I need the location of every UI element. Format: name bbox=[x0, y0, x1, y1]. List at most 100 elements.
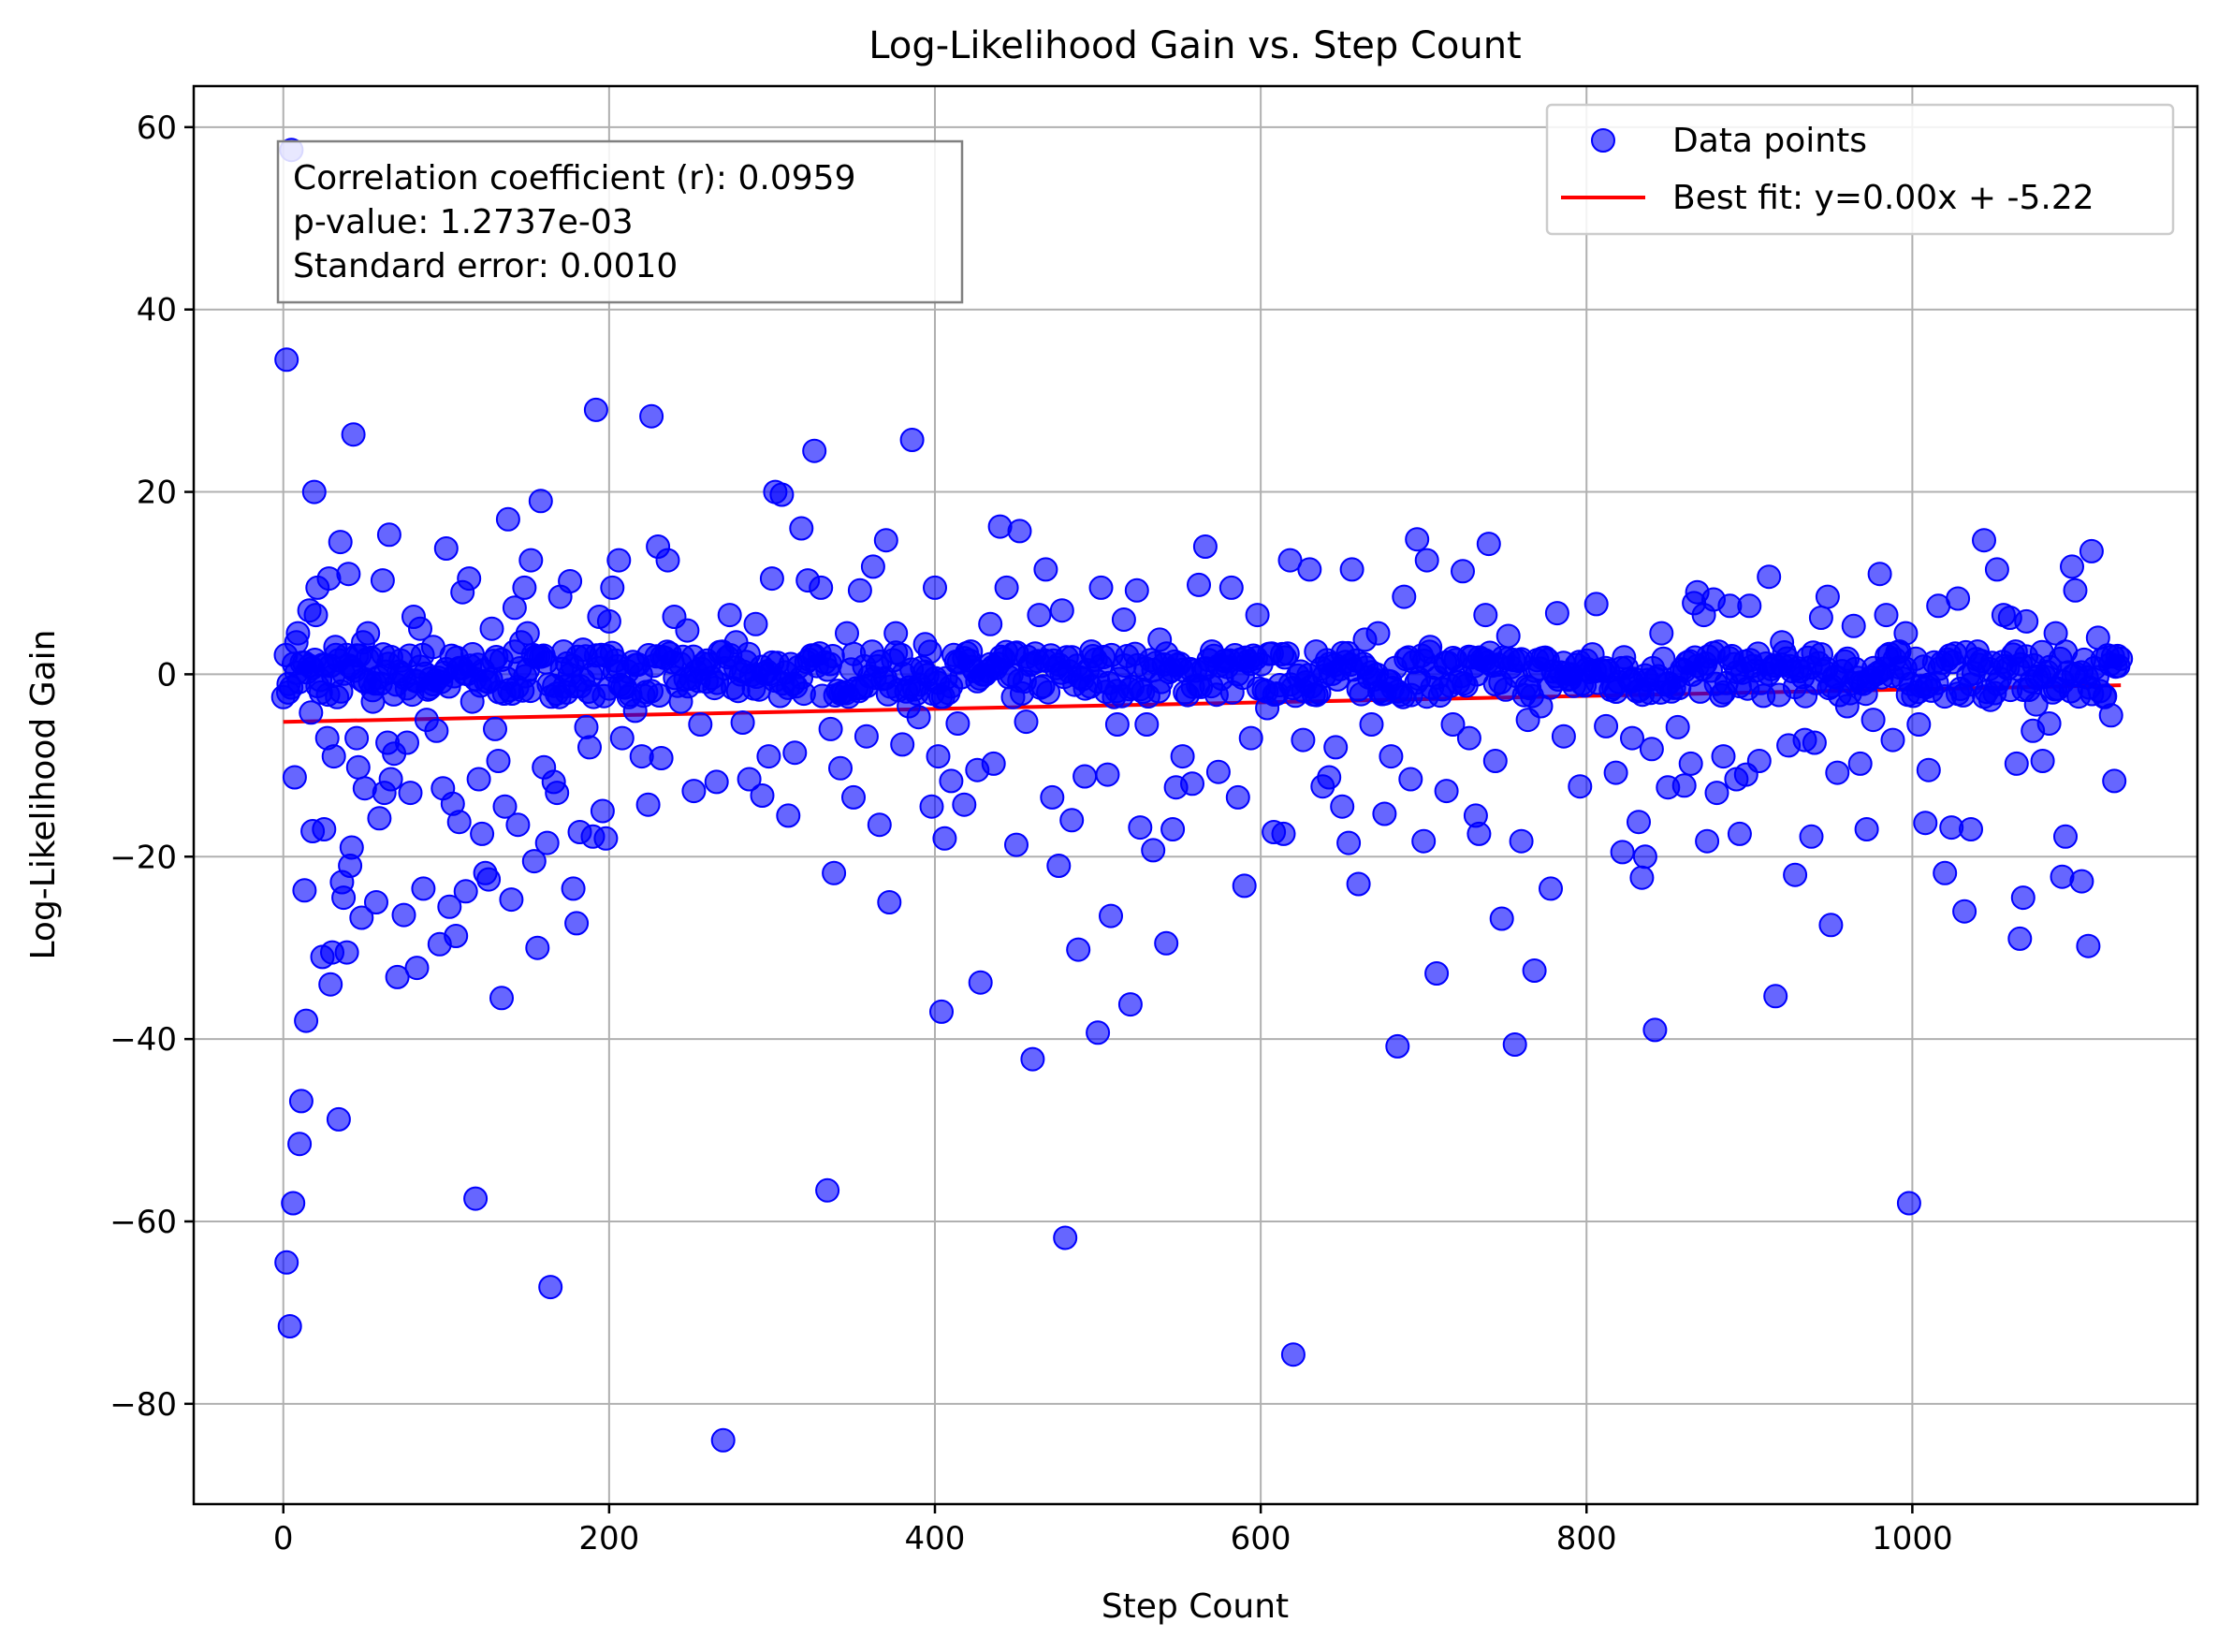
data-point bbox=[635, 792, 661, 817]
data-point bbox=[1522, 958, 1547, 983]
y-tick-label: 60 bbox=[137, 110, 177, 147]
data-point bbox=[1847, 751, 1873, 776]
data-point bbox=[398, 781, 423, 806]
data-point bbox=[1434, 779, 1459, 804]
data-point bbox=[1746, 749, 1772, 773]
data-point bbox=[815, 1177, 840, 1203]
data-point bbox=[1711, 744, 1736, 769]
data-point bbox=[1632, 844, 1657, 870]
data-point bbox=[1610, 840, 1635, 865]
data-point bbox=[1033, 557, 1058, 582]
data-point bbox=[968, 970, 993, 995]
data-point bbox=[822, 860, 847, 885]
data-point bbox=[818, 716, 843, 741]
axis-ticks: 0 200 400 600 800 1000 −80 −60 −40 −20 0 20 40 60 bbox=[109, 110, 1952, 1557]
data-point bbox=[408, 616, 432, 641]
data-point bbox=[1509, 828, 1534, 854]
data-point bbox=[1040, 784, 1065, 810]
data-point bbox=[424, 718, 449, 743]
data-point bbox=[1414, 548, 1439, 573]
data-point bbox=[1187, 572, 1211, 597]
data-point bbox=[1218, 575, 1244, 600]
data-point bbox=[1671, 773, 1697, 798]
data-point bbox=[561, 876, 586, 901]
data-point bbox=[1867, 562, 1892, 587]
data-point bbox=[356, 621, 381, 646]
data-point bbox=[1398, 767, 1423, 792]
data-point bbox=[609, 725, 635, 751]
data-point bbox=[512, 575, 537, 600]
data-point bbox=[1059, 808, 1085, 833]
data-point bbox=[2014, 608, 2039, 634]
data-point bbox=[1323, 735, 1349, 760]
chart-title: Log-Likelihood Gain vs. Step Count bbox=[868, 24, 1521, 67]
data-point bbox=[737, 767, 762, 792]
data-point bbox=[294, 1008, 319, 1033]
data-point bbox=[2030, 749, 2055, 773]
data-point bbox=[1815, 584, 1840, 609]
data-point bbox=[1232, 873, 1257, 899]
data-point bbox=[1874, 603, 1899, 628]
data-point bbox=[1411, 828, 1437, 854]
y-tick-label: 40 bbox=[137, 292, 177, 329]
data-point bbox=[593, 826, 619, 851]
data-point bbox=[282, 765, 307, 790]
x-tick-label: 0 bbox=[273, 1520, 294, 1557]
data-point bbox=[1154, 930, 1179, 956]
y-tick-label: −80 bbox=[109, 1386, 177, 1424]
data-points-layer bbox=[270, 138, 2134, 1453]
data-point bbox=[649, 746, 674, 770]
data-point bbox=[274, 347, 299, 373]
y-tick-label: 0 bbox=[156, 656, 177, 694]
data-point bbox=[1451, 559, 1475, 584]
data-point bbox=[1095, 762, 1120, 787]
legend-marker-data-points bbox=[1591, 128, 1615, 153]
data-point bbox=[378, 767, 403, 792]
data-point bbox=[873, 528, 898, 553]
data-point bbox=[1704, 781, 1729, 806]
data-point bbox=[802, 438, 827, 463]
data-point bbox=[326, 1106, 351, 1132]
data-point bbox=[2053, 824, 2078, 849]
data-point bbox=[1959, 817, 1983, 841]
data-point bbox=[1952, 899, 1977, 924]
data-point bbox=[1160, 817, 1186, 841]
data-point bbox=[1124, 577, 1149, 603]
data-point bbox=[1665, 714, 1690, 739]
data-point bbox=[476, 867, 502, 892]
data-point bbox=[828, 755, 853, 781]
data-point bbox=[1913, 811, 1938, 836]
data-point bbox=[528, 489, 553, 514]
data-point bbox=[466, 767, 491, 792]
data-point bbox=[453, 879, 478, 904]
data-point bbox=[489, 986, 514, 1011]
data-point bbox=[395, 730, 419, 755]
data-point bbox=[470, 821, 495, 846]
x-tick-label: 1000 bbox=[1872, 1520, 1953, 1557]
data-point bbox=[1046, 854, 1072, 878]
data-point bbox=[1642, 1017, 1668, 1043]
data-point bbox=[776, 803, 801, 828]
legend-frame bbox=[1545, 103, 2175, 236]
x-tick-label: 600 bbox=[1231, 1520, 1291, 1557]
data-point bbox=[328, 530, 353, 555]
data-point bbox=[1385, 1033, 1410, 1059]
data-point bbox=[518, 548, 544, 573]
data-point bbox=[2079, 538, 2104, 563]
data-point bbox=[299, 700, 324, 725]
data-point bbox=[932, 826, 957, 851]
data-point bbox=[463, 1186, 489, 1211]
data-point bbox=[945, 711, 970, 736]
data-point bbox=[525, 935, 550, 960]
data-point bbox=[1073, 764, 1098, 789]
data-point bbox=[545, 781, 570, 806]
stats-correlation: Correlation coefficient (r): 0.0959 bbox=[293, 159, 855, 197]
data-point bbox=[364, 890, 388, 914]
data-point bbox=[1489, 906, 1514, 931]
data-point bbox=[349, 905, 374, 930]
data-point bbox=[1086, 1020, 1111, 1045]
stats-box: Correlation coefficient (r): 0.0959 p-va… bbox=[276, 139, 964, 304]
data-point bbox=[939, 768, 964, 794]
data-point bbox=[756, 744, 781, 769]
data-point bbox=[1117, 992, 1143, 1017]
